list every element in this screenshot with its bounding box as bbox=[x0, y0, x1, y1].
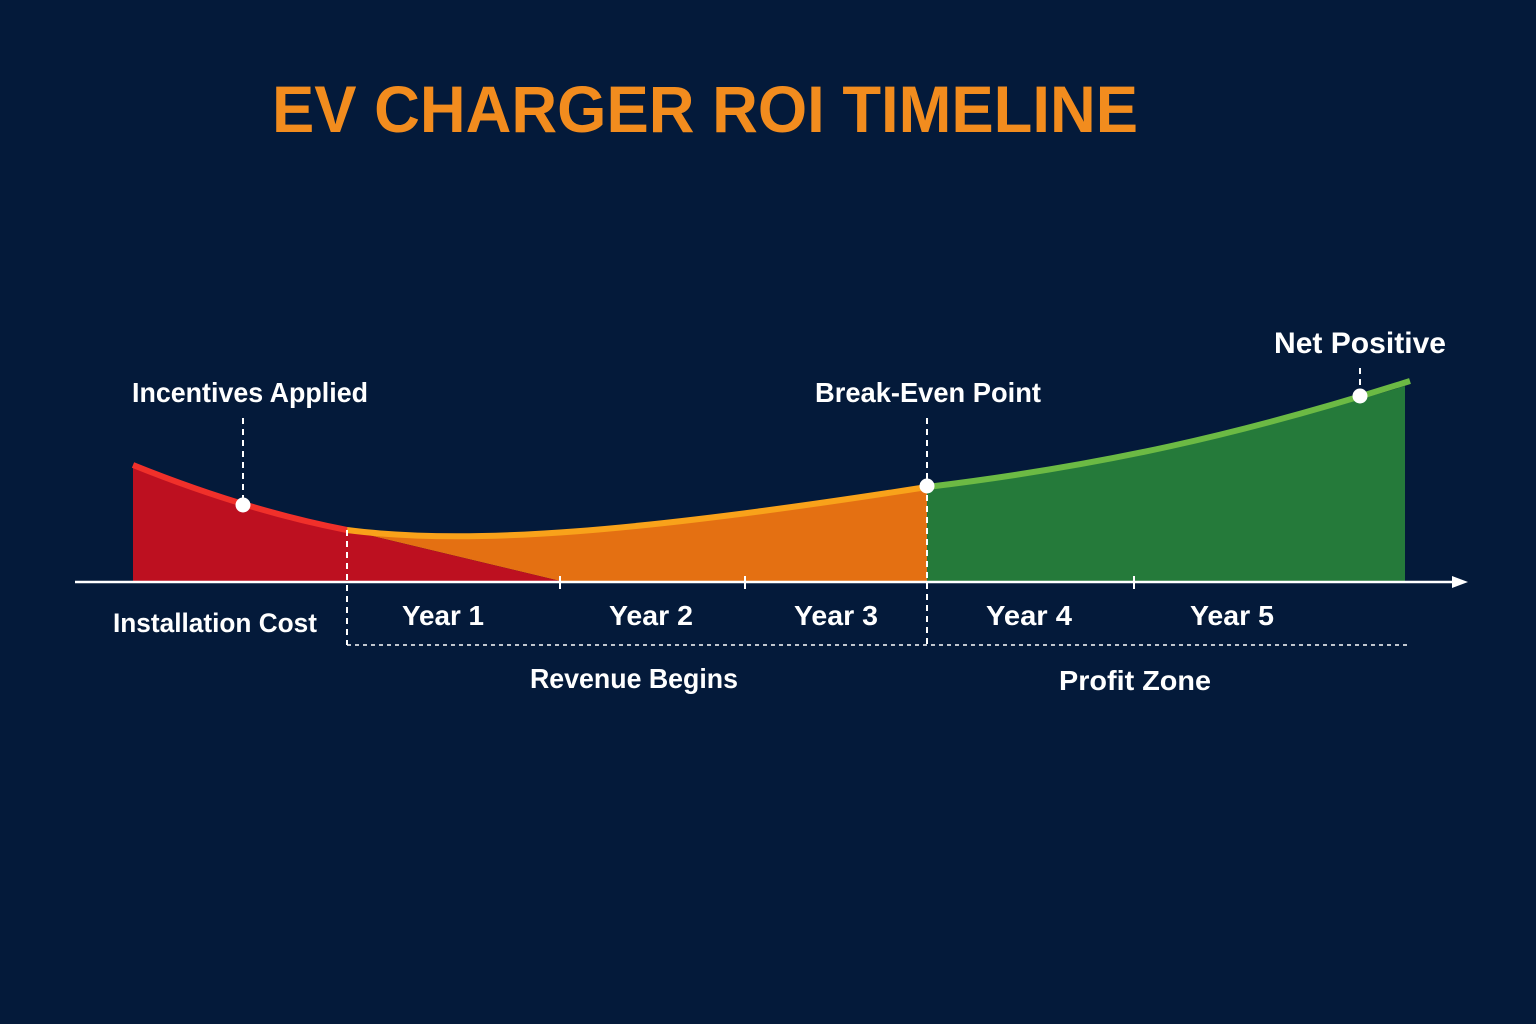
axis-arrow-icon bbox=[1452, 576, 1468, 588]
profit-zone-label: Profit Zone bbox=[1059, 665, 1211, 696]
year-4-label: Year 4 bbox=[986, 600, 1072, 631]
year-3-label: Year 3 bbox=[794, 600, 878, 631]
incentives-label: Incentives Applied bbox=[132, 377, 368, 408]
profit-curve bbox=[926, 378, 1411, 490]
installation-cost-label: Installation Cost bbox=[113, 608, 317, 638]
revenue-curve bbox=[346, 484, 928, 540]
year-2-label: Year 2 bbox=[609, 600, 693, 631]
profit-area bbox=[927, 386, 1405, 582]
revenue-begins-label: Revenue Begins bbox=[530, 663, 738, 694]
break-even-marker bbox=[919, 478, 935, 494]
cost-area bbox=[133, 465, 560, 582]
incentives-marker bbox=[235, 497, 251, 513]
net-positive-marker bbox=[1352, 388, 1368, 404]
break-even-label: Break-Even Point bbox=[815, 377, 1041, 408]
page-title: EV CHARGER ROI TIMELINE bbox=[272, 72, 1138, 146]
net-positive-label: Net Positive bbox=[1274, 327, 1446, 360]
year-1-label: Year 1 bbox=[402, 600, 484, 631]
year-5-label: Year 5 bbox=[1190, 600, 1274, 631]
